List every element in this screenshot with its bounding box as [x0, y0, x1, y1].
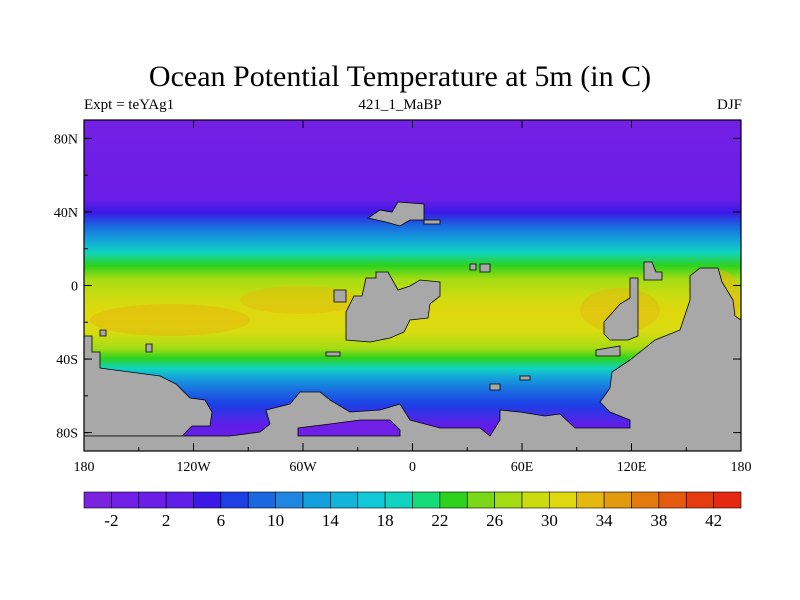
landmass-south: [84, 267, 741, 451]
age-label: 421_1_MaBP: [358, 97, 442, 113]
colorbar-swatch: [111, 491, 140, 509]
axis-tick-labels: 180 120W 60W 0 60E 120E 180 80N 40N 0 40S 80S: [54, 132, 752, 475]
colorbar-labels: -2 2 6 10 14 18 22 26 30 34 38 42: [104, 511, 722, 530]
colorbar-label: 14: [322, 511, 340, 530]
y-tick-label: 80N: [54, 132, 78, 147]
landmass-west: [84, 335, 213, 437]
colorbar-swatch: [494, 491, 523, 509]
warm-patch: [90, 304, 250, 336]
colorbar-label: 10: [267, 511, 284, 530]
island: [643, 261, 663, 281]
x-tick-label: 120E: [617, 460, 647, 475]
landmass-north: [366, 201, 441, 227]
island: [595, 345, 621, 357]
colorbar-swatch: [549, 491, 578, 509]
colorbar-swatch: [439, 491, 468, 509]
island: [469, 263, 477, 271]
map-title: Ocean Potential Temperature at 5m (in C): [148, 60, 652, 93]
colorbar-swatch: [302, 491, 331, 509]
colorbar: [83, 491, 742, 509]
ocean-inlet: [297, 419, 401, 437]
island: [479, 263, 491, 273]
island: [489, 383, 501, 391]
island: [99, 329, 107, 337]
island: [145, 343, 153, 353]
warm-patch: [240, 286, 360, 314]
colorbar-label: 34: [596, 511, 614, 530]
x-tick-label: 180: [74, 460, 95, 475]
y-tick-label: 40S: [56, 353, 78, 368]
colorbar-swatch: [631, 491, 660, 509]
x-tick-label: 60E: [511, 460, 534, 475]
colorbar-swatch: [138, 491, 167, 509]
x-tick-label: 180: [731, 460, 752, 475]
landmass-central: [345, 271, 441, 343]
experiment-label: Expt = teYAg1: [84, 97, 175, 113]
colorbar-swatch: [83, 491, 112, 509]
x-tick-label: 0: [409, 460, 416, 475]
axis-ticks: [83, 120, 742, 451]
colorbar-swatch: [576, 491, 605, 509]
colorbar-label: 26: [486, 511, 503, 530]
colorbar-label: 38: [650, 511, 667, 530]
colorbar-swatch: [330, 491, 359, 509]
colorbar-label: 18: [377, 511, 394, 530]
season-label: DJF: [716, 97, 742, 113]
colorbar-label: 2: [162, 511, 171, 530]
colorbar-label: 6: [217, 511, 226, 530]
colorbar-swatch: [357, 491, 386, 509]
colorbar-label: 42: [705, 511, 722, 530]
landmass-east: [603, 277, 639, 341]
colorbar-label: -2: [104, 511, 118, 530]
colorbar-label: 22: [431, 511, 448, 530]
colorbar-swatch: [193, 491, 222, 509]
y-tick-label: 0: [71, 280, 78, 295]
land-masses: [84, 201, 741, 451]
colorbar-swatch: [247, 491, 276, 509]
colorbar-swatch: [466, 491, 495, 509]
colorbar-swatch: [685, 491, 714, 509]
colorbar-swatch: [165, 491, 194, 509]
y-tick-label: 40N: [54, 206, 78, 221]
colorbar-swatch: [384, 491, 413, 509]
colorbar-swatch: [603, 491, 632, 509]
colorbar-swatch: [275, 491, 304, 509]
colorbar-swatch: [412, 491, 441, 509]
colorbar-swatch: [713, 491, 742, 509]
temperature-field: [84, 120, 741, 451]
island: [325, 351, 341, 357]
island: [519, 375, 531, 381]
colorbar-swatch: [521, 491, 550, 509]
x-tick-label: 60W: [289, 460, 317, 475]
x-tick-label: 120W: [176, 460, 211, 475]
colorbar-label: 30: [541, 511, 558, 530]
y-tick-label: 80S: [56, 427, 78, 442]
island: [333, 289, 347, 303]
colorbar-swatch: [658, 491, 687, 509]
colorbar-swatch: [220, 491, 249, 509]
